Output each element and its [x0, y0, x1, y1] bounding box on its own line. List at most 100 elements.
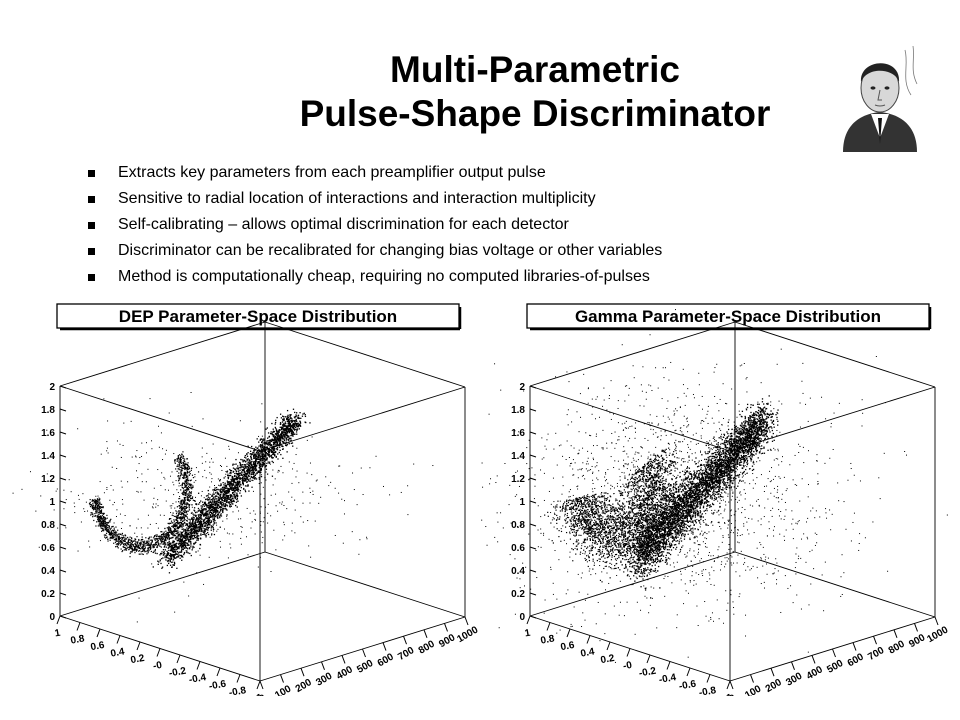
scatter-point — [252, 479, 254, 482]
scatter-point — [186, 537, 188, 539]
scatter-point — [230, 494, 233, 496]
scatter-point — [266, 462, 268, 465]
scatter-point — [166, 534, 168, 536]
scatter-point — [176, 530, 178, 533]
scatter-point — [202, 508, 204, 510]
scatter-point — [246, 463, 248, 465]
scatter-point — [263, 446, 265, 448]
scatter-point — [172, 542, 174, 544]
scatter-point — [250, 473, 252, 476]
scatter-point — [212, 512, 214, 515]
scatter-point — [92, 516, 94, 518]
scatter-point — [217, 498, 220, 500]
scatter-point — [95, 512, 97, 514]
scatter-point — [255, 459, 257, 462]
scatter-point — [102, 512, 104, 515]
scatter-point — [274, 426, 276, 429]
scatter-point — [199, 527, 202, 529]
scatter-point — [246, 507, 248, 509]
scatter-point — [102, 525, 104, 528]
scatter-point — [671, 541, 674, 543]
scatter-point — [116, 509, 118, 511]
scatter-point — [121, 534, 123, 536]
scatter-point — [154, 535, 156, 537]
scatter-point — [258, 441, 260, 443]
scatter-point — [369, 467, 371, 469]
scatter-point — [203, 513, 205, 516]
scatter-point — [174, 523, 176, 525]
scatter-point — [234, 484, 236, 486]
scatter-point — [667, 513, 670, 515]
scatter-point — [173, 548, 175, 551]
scatter-point — [162, 533, 164, 536]
scatter-point — [296, 425, 298, 427]
scatter-point — [191, 528, 193, 530]
scatter-point — [254, 463, 257, 466]
scatter-point — [640, 586, 642, 588]
scatter-point — [136, 546, 139, 548]
scatter-point — [274, 435, 277, 438]
scatter-point — [180, 546, 183, 549]
scatter-point — [276, 435, 278, 437]
scatter-point — [655, 510, 657, 512]
scatter-point — [407, 485, 409, 487]
scatter-point — [213, 498, 215, 501]
scatter-point — [139, 545, 142, 547]
scatter-point — [173, 534, 176, 536]
scatter-point — [232, 483, 234, 485]
scatter-point — [664, 532, 666, 534]
scatter-point — [102, 515, 104, 518]
scatter-point — [268, 453, 270, 455]
scatter-point — [164, 549, 166, 551]
scatter-point — [180, 474, 182, 476]
scatter-point — [187, 488, 189, 490]
scatter-point — [175, 548, 177, 550]
bullet-item: Extracts key parameters from each preamp… — [88, 160, 662, 186]
scatter-point — [107, 531, 110, 533]
scatter-point — [89, 501, 91, 504]
scatter-point — [203, 515, 205, 517]
scatter-point — [179, 507, 182, 509]
scatter-point — [173, 525, 175, 527]
scatter-point — [192, 476, 195, 479]
scatter-point — [234, 497, 236, 500]
scatter-point — [184, 477, 186, 479]
scatter-point — [194, 523, 197, 526]
scatter-point — [192, 519, 194, 521]
scatter-point — [266, 457, 268, 459]
scatter-point — [241, 478, 243, 480]
scatter-point — [281, 421, 284, 423]
scatter-point — [210, 498, 212, 501]
scatter-point — [140, 543, 142, 545]
scatter-point — [180, 509, 182, 511]
scatter-point — [224, 482, 226, 484]
scatter-point — [276, 448, 279, 451]
scatter-point — [215, 500, 217, 502]
scatter-point — [259, 471, 261, 473]
scatter-point — [726, 447, 728, 449]
scatter-point — [162, 537, 164, 539]
scatter-point — [180, 537, 182, 539]
scatter-point — [240, 466, 243, 468]
scatter-point — [296, 470, 298, 472]
scatter-point — [95, 503, 98, 505]
scatter-point — [267, 461, 269, 463]
scatter-point — [189, 473, 191, 475]
scatter-point — [181, 544, 184, 546]
scatter-point — [174, 538, 177, 540]
scatter-point — [276, 438, 279, 440]
scatter-point — [234, 472, 236, 475]
scatter-point — [220, 509, 222, 511]
scatter-point — [182, 464, 184, 466]
scatter-point — [184, 522, 186, 524]
scatter-point — [157, 499, 159, 501]
scatter-point — [184, 493, 186, 495]
scatter-point — [260, 464, 262, 466]
scatter-point — [627, 574, 629, 576]
scatter-point — [271, 433, 273, 435]
scatter-point — [176, 460, 178, 462]
scatter-point — [195, 531, 197, 533]
scatter-point — [172, 481, 174, 483]
y-tick-label: 900 — [437, 632, 457, 650]
scatter-point — [185, 479, 187, 481]
